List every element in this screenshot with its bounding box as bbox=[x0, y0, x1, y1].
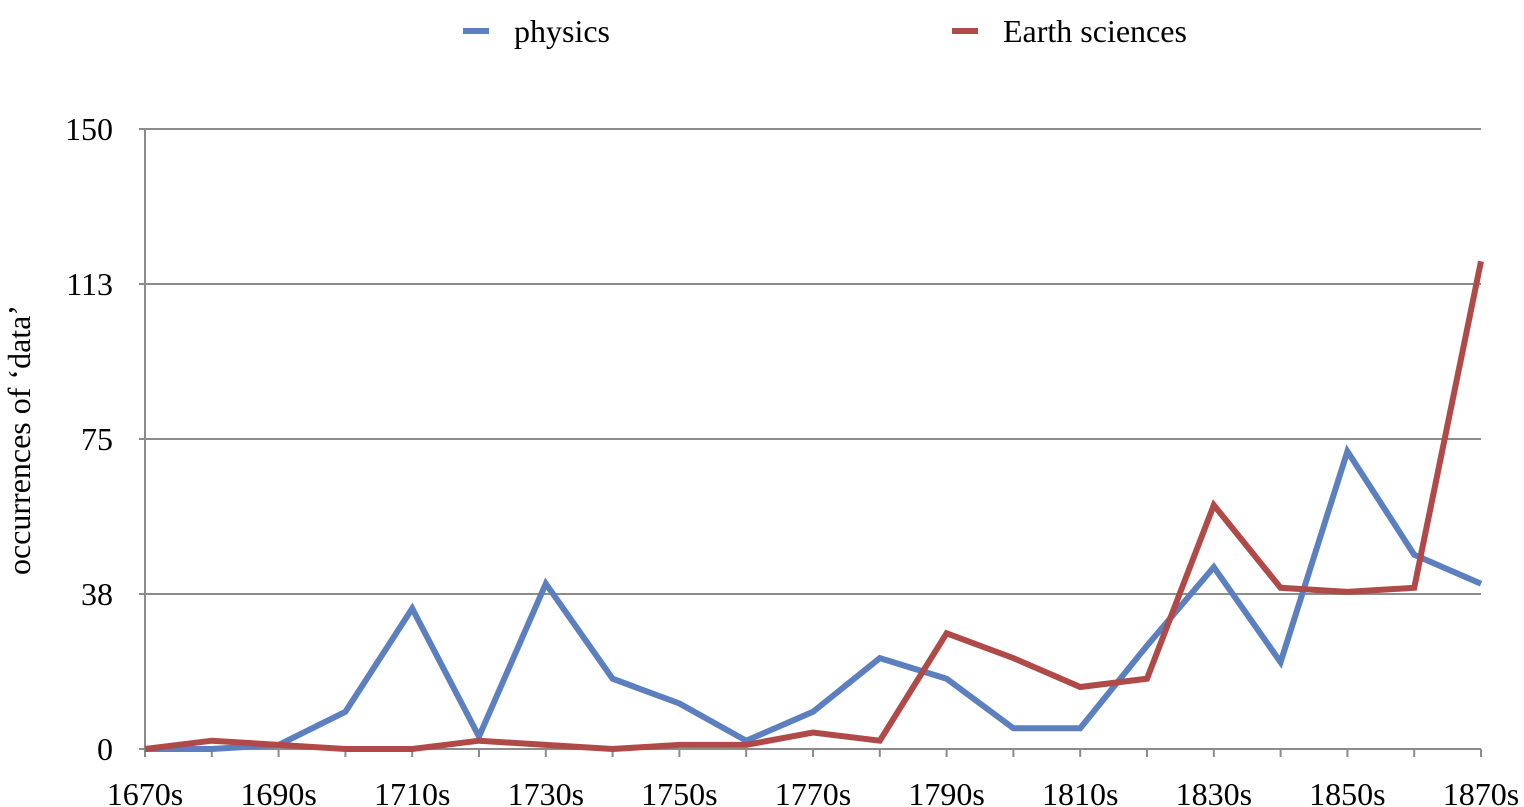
x-axis-ticks: 1670s 1690s 1710s 1730s 1750s 1770s 1790s 1810s… bbox=[107, 749, 1519, 807]
x-tick-label: 1730s bbox=[508, 776, 584, 807]
x-tick-label: 1710s bbox=[374, 776, 450, 807]
y-tick-label: 113 bbox=[66, 266, 113, 302]
legend-label: Earth sciences bbox=[1003, 13, 1187, 49]
x-tick-label: 1690s bbox=[240, 776, 316, 807]
y-tick-label: 150 bbox=[65, 111, 113, 147]
series-line-physics bbox=[145, 444, 1483, 752]
y-axis-ticks: 0 38 75 113 150 bbox=[65, 111, 145, 767]
gridlines bbox=[145, 128, 1481, 595]
y-axis-title: occurrences of ‘data’ bbox=[1, 305, 37, 575]
x-tick-label: 1830s bbox=[1176, 776, 1252, 807]
series-line-earth-sciences bbox=[144, 260, 1484, 753]
x-tick-label: 1670s bbox=[107, 776, 183, 807]
y-tick-label: 75 bbox=[81, 421, 113, 457]
series-lines bbox=[144, 260, 1484, 753]
legend: physics Earth sciences bbox=[463, 13, 1187, 49]
x-tick-label: 1870s bbox=[1443, 776, 1519, 807]
x-tick-label: 1750s bbox=[641, 776, 717, 807]
y-tick-label: 0 bbox=[97, 731, 113, 767]
x-tick-label: 1850s bbox=[1309, 776, 1385, 807]
x-tick-label: 1770s bbox=[775, 776, 851, 807]
y-tick-label: 38 bbox=[81, 576, 113, 612]
x-tick-label: 1810s bbox=[1042, 776, 1118, 807]
x-tick-label: 1790s bbox=[908, 776, 984, 807]
legend-label: physics bbox=[514, 13, 610, 49]
